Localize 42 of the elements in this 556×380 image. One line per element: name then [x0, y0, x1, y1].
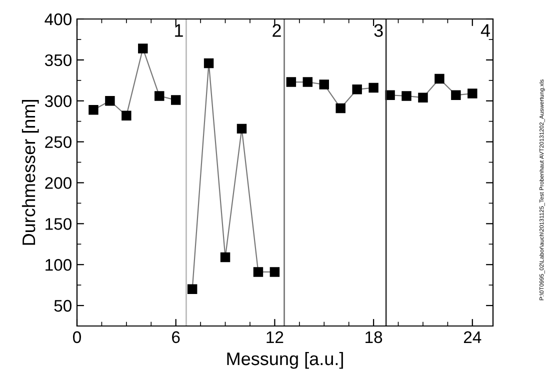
point — [253, 267, 264, 277]
point — [319, 80, 329, 90]
point — [220, 252, 230, 262]
annotation: 3 — [374, 24, 383, 37]
x-axis-title: Messung [a.u.] — [227, 352, 343, 369]
point — [270, 267, 280, 277]
annotation: 2 — [272, 24, 281, 37]
point — [451, 90, 461, 100]
y-tick-label: 250 — [45, 136, 72, 148]
point — [302, 77, 313, 87]
point — [434, 74, 444, 84]
point — [138, 44, 148, 54]
x-tick-label: 18 — [366, 331, 382, 344]
point — [418, 92, 428, 102]
annotation: 4 — [480, 24, 490, 37]
point — [122, 110, 132, 120]
x-tick-label: 6 — [172, 331, 180, 344]
point — [402, 91, 412, 101]
y-tick-label: 350 — [44, 54, 72, 66]
x-tick-label: 0 — [73, 331, 81, 344]
point — [170, 95, 181, 105]
x-tick-label: 24 — [464, 331, 482, 343]
point — [204, 58, 214, 68]
y-tick-label: 400 — [44, 13, 72, 26]
annotation: 1 — [175, 24, 183, 37]
y-tick-label: 200 — [45, 177, 72, 189]
y-tick-label: 300 — [44, 95, 72, 108]
point — [336, 103, 346, 114]
y-tick-label: 50 — [54, 300, 72, 312]
point — [187, 284, 198, 294]
point — [154, 91, 164, 101]
point — [468, 88, 478, 98]
x-tick-label: 12 — [266, 331, 284, 343]
point — [352, 84, 362, 94]
point — [236, 124, 247, 134]
point — [368, 82, 378, 93]
point — [88, 105, 98, 115]
y-tick-label: 150 — [46, 218, 72, 230]
point — [105, 96, 115, 106]
point — [286, 77, 296, 87]
y-tick-label: 100 — [46, 259, 72, 271]
y-axis-title: Durchmesser [nm] — [22, 100, 39, 245]
